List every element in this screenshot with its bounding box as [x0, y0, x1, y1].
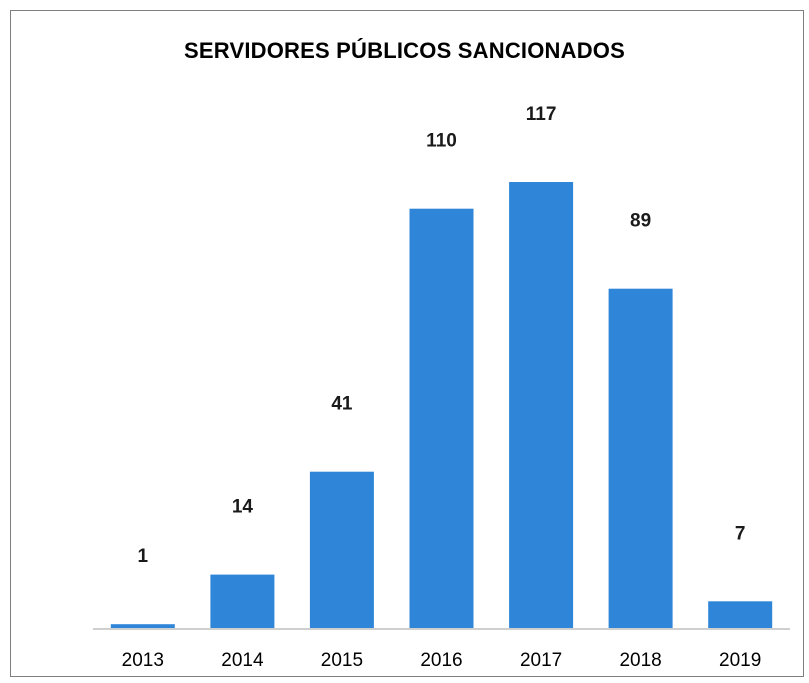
x-tick-label-2018: 2018: [619, 650, 661, 671]
data-label-2015: 41: [331, 394, 353, 415]
x-tick-label-2019: 2019: [719, 650, 761, 671]
x-tick-label-2014: 2014: [221, 650, 264, 671]
bar-2019: [708, 601, 773, 628]
bar-2017: [509, 182, 574, 628]
x-tick-label-2015: 2015: [321, 650, 363, 671]
x-tick-labels-group: 2013 2014 2015 2016 2017 2018 2019: [122, 650, 762, 671]
x-tick-label-2016: 2016: [420, 650, 462, 671]
bar-2014: [210, 574, 275, 628]
bar-2016: [409, 208, 474, 628]
data-label-2019: 7: [735, 523, 746, 544]
bars-group: [110, 182, 773, 628]
data-labels-group: 1 14 41 110 117 89 7: [138, 104, 746, 567]
bar-2018: [608, 288, 673, 628]
data-label-2014: 14: [232, 497, 254, 518]
data-label-2016: 110: [426, 131, 457, 152]
data-label-2013: 1: [138, 546, 149, 567]
x-tick-label-2013: 2013: [122, 650, 164, 671]
bar-2013: [110, 624, 175, 628]
chart-title: SERVIDORES PÚBLICOS SANCIONADOS: [184, 38, 625, 63]
bar-2015: [309, 471, 374, 628]
x-tick-label-2017: 2017: [520, 650, 562, 671]
data-label-2017: 117: [526, 104, 557, 125]
data-label-2018: 89: [630, 211, 651, 232]
